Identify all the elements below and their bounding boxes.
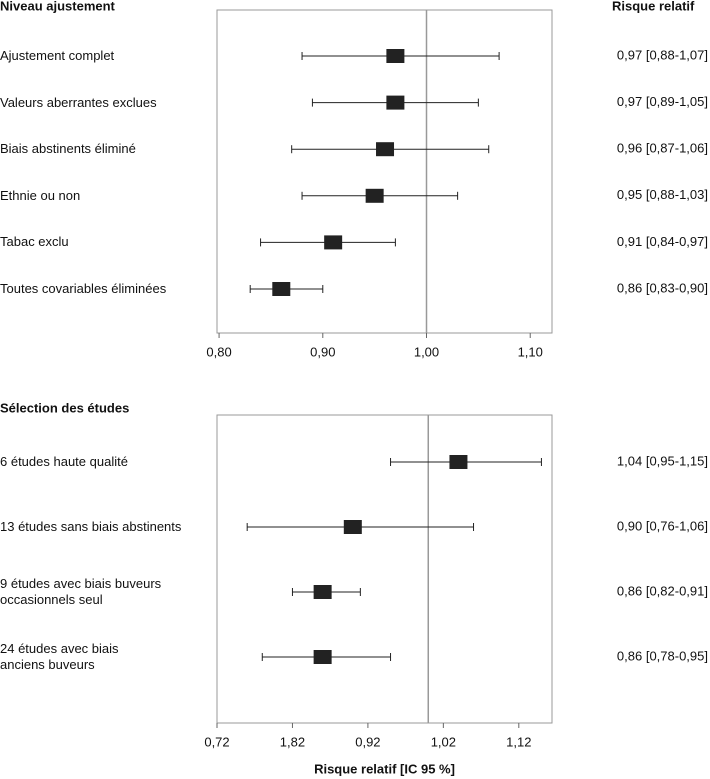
value-label: 0,95 [0,88-1,03] <box>617 187 708 202</box>
point-estimate <box>272 282 291 296</box>
category-label: Toutes covariables éliminées <box>0 281 167 296</box>
point-estimate <box>313 585 332 599</box>
value-label: 1,04 [0,95-1,15] <box>617 453 708 468</box>
x-tick-label: 1,00 <box>414 344 439 359</box>
point-estimate <box>376 142 395 157</box>
point-estimate <box>313 650 332 664</box>
point-estimate <box>324 235 343 250</box>
plot-frame <box>216 414 553 724</box>
point-estimate <box>386 95 405 110</box>
category-label: Ethnie ou non <box>0 187 81 203</box>
value-label: 0,97 [0,89-1,05] <box>617 94 708 109</box>
value-label: 0,86 [0,82-0,91] <box>617 583 708 598</box>
point-estimate <box>365 188 384 203</box>
x-tick-label: 0,92 <box>355 734 380 749</box>
value-header: Risque relatif <box>612 0 695 13</box>
category-label: 9 études avec biais buveurs occasionnels… <box>0 576 162 607</box>
x-tick-label: 1,12 <box>506 734 531 749</box>
point-estimate <box>449 455 468 469</box>
point-estimate <box>343 520 362 534</box>
x-tick-label: 1,10 <box>518 344 543 359</box>
category-label: Tabac exclu <box>0 234 69 250</box>
plot-frame <box>216 9 553 334</box>
value-label: 0,86 [0,78-0,95] <box>617 648 708 663</box>
value-label: 0,86 [0,83-0,90] <box>617 280 708 295</box>
value-label: 0,96 [0,87-1,06] <box>617 141 708 156</box>
value-label: 0,97 [0,88-1,07] <box>617 47 708 62</box>
x-tick-label: 0,80 <box>206 344 231 359</box>
category-label: Ajustement complet <box>0 48 115 63</box>
x-axis-label: Risque relatif [IC 95 %] <box>314 761 455 776</box>
value-label: 0,91 [0,84-0,97] <box>617 234 708 249</box>
point-estimate <box>386 49 405 63</box>
category-label: 6 études haute qualité <box>0 454 128 469</box>
x-tick-label: 0,90 <box>310 344 335 359</box>
category-label: Valeurs aberrantes exclues <box>0 94 157 110</box>
panel-title: Sélection des études <box>0 400 129 415</box>
category-label: 13 études sans biais abstinents <box>0 519 182 534</box>
category-label: Biais abstinents éliminé <box>0 141 136 157</box>
category-label: 24 études avec biais anciens buveurs <box>0 641 119 672</box>
panel-title: Niveau ajustement <box>0 0 116 13</box>
x-tick-label: 1,82 <box>280 734 305 749</box>
x-tick-label: 0,72 <box>204 734 229 749</box>
x-tick-label: 1,02 <box>431 734 456 749</box>
value-label: 0,90 [0,76-1,06] <box>617 518 708 533</box>
